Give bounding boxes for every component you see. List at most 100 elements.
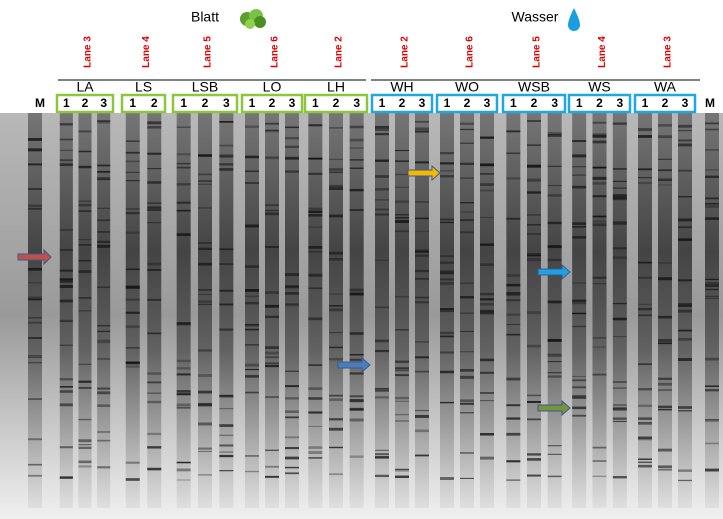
gel-band (506, 218, 520, 220)
gel-band (705, 217, 719, 220)
gel-band (460, 403, 474, 405)
gel-band (705, 389, 719, 391)
gel-band (613, 247, 627, 249)
well-number: 2 (662, 96, 669, 110)
gel-band (506, 314, 520, 316)
gel-band (245, 302, 259, 305)
gel-band (506, 274, 520, 277)
gel-band (97, 287, 110, 288)
gel-band (78, 439, 91, 442)
gel-band (28, 475, 42, 477)
gel-band (177, 210, 191, 212)
well-number: 2 (399, 96, 406, 110)
gel-lane (548, 113, 562, 508)
gel-band (395, 361, 409, 363)
gel-band (705, 282, 719, 284)
gel-band (375, 475, 389, 477)
gel-band (506, 378, 520, 381)
gel-band (198, 451, 212, 452)
gel-band (527, 475, 541, 477)
well-number: 1 (249, 96, 256, 110)
gel-band (219, 470, 233, 471)
gel-band (658, 449, 672, 452)
gel-band (527, 144, 541, 145)
gel-band (285, 157, 299, 160)
gel-band (97, 466, 110, 468)
gel-band (375, 340, 389, 343)
lane-label: Lane 5 (532, 36, 543, 68)
gel-band (126, 180, 140, 181)
gel-lane (60, 113, 73, 508)
gel-band (198, 294, 212, 295)
gel-band (480, 310, 494, 313)
gel-band (308, 173, 322, 175)
gel-band (638, 168, 652, 170)
gel-band (460, 296, 474, 297)
gel-band (265, 210, 279, 211)
gel-band (147, 468, 161, 471)
gel-band (97, 325, 110, 326)
gel-band (126, 478, 140, 481)
gel-band (28, 438, 42, 440)
gel-band (548, 134, 562, 135)
gel-band (198, 174, 212, 176)
well-number: 1 (510, 96, 517, 110)
gel-band (480, 392, 494, 394)
gel-band (198, 155, 212, 157)
gel-band (638, 277, 652, 279)
gel-band (480, 293, 494, 296)
lane-label: Lane 6 (270, 36, 281, 68)
gel-band (593, 220, 607, 222)
gel-band (177, 462, 191, 463)
gel-band (285, 273, 299, 276)
gel-band (329, 172, 343, 173)
gel-band (375, 209, 389, 211)
well-number: 1 (379, 96, 386, 110)
gel-band (395, 174, 409, 175)
gel-lane (638, 113, 652, 508)
gel-band (638, 462, 652, 463)
group-name: LH (327, 79, 345, 95)
gel-band (440, 278, 454, 280)
gel-band (28, 297, 42, 299)
gel-band (60, 150, 73, 151)
gel-band (527, 458, 541, 461)
gel-band (678, 196, 692, 197)
gel-band (527, 180, 541, 182)
gel-band (126, 462, 140, 464)
gel-band (60, 139, 73, 141)
gel-band (219, 424, 233, 427)
gel-band (705, 205, 719, 207)
gel-band (126, 286, 140, 289)
gel-band (613, 408, 627, 411)
gel-band (147, 153, 161, 155)
gel-band (638, 422, 652, 425)
gel-band (705, 469, 719, 472)
gel-band (506, 417, 520, 419)
gel-lane (395, 113, 409, 508)
gel-band (198, 391, 212, 394)
gel-band (415, 371, 429, 373)
well-number: 3 (682, 96, 689, 110)
gel-band (285, 285, 299, 288)
gel-band (415, 410, 429, 411)
gel-band (440, 311, 454, 313)
gel-band (28, 337, 42, 339)
gel-band (705, 169, 719, 170)
gel-band (350, 354, 364, 355)
gel-band (285, 447, 299, 449)
gel-band (60, 477, 73, 479)
gel-band (177, 202, 191, 204)
gel-band (395, 329, 409, 330)
gel-band (177, 394, 191, 395)
gel-band (28, 357, 42, 358)
gel-band (395, 401, 409, 402)
gel-band (678, 238, 692, 240)
gel-band (285, 304, 299, 305)
gel-band (527, 258, 541, 261)
gel-band (638, 458, 652, 460)
lane-label: Lane 3 (83, 36, 94, 68)
gel-band (375, 175, 389, 178)
gel-band (147, 206, 161, 208)
gel-band (147, 126, 161, 129)
